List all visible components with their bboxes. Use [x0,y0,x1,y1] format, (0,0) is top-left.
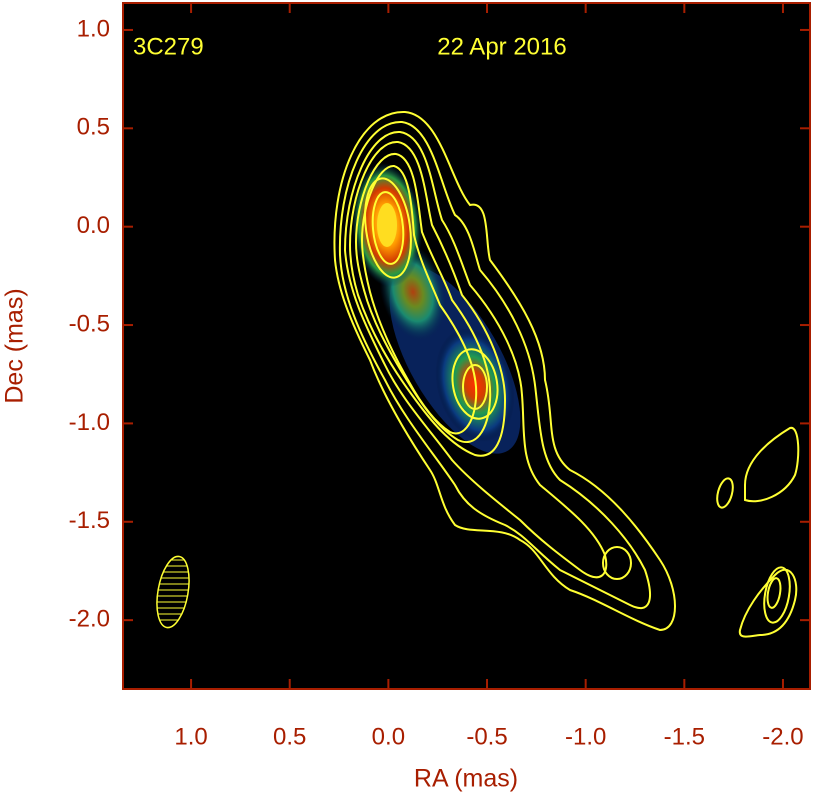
x-tick-label: 1.0 [174,723,207,750]
y-tick-label: -1.5 [69,507,110,534]
x-tick-label: -2.0 [762,723,803,750]
x-axis-title: RA (mas) [414,765,518,793]
y-tick-label: -2.0 [69,605,110,632]
y-tick-label: -0.5 [69,310,110,337]
source-name: 3C279 [133,33,204,60]
x-tick-label: 0.5 [273,723,306,750]
intensity-map [351,163,521,454]
plot-frame [122,2,811,690]
y-tick-label: 0.5 [77,114,110,141]
y-axis-title: Dec (mas) [1,288,29,403]
x-tick-label: 0.0 [372,723,405,750]
beam [151,555,195,629]
x-tick-label: -1.5 [664,723,705,750]
date-label: 22 Apr 2016 [437,33,566,60]
x-tick-label: -1.0 [565,723,606,750]
contours [333,110,800,638]
y-tick-label: -1.0 [69,409,110,436]
y-tick-label: 1.0 [77,15,110,42]
y-tick-label: 0.0 [77,212,110,239]
x-tick-label: -0.5 [466,723,507,750]
